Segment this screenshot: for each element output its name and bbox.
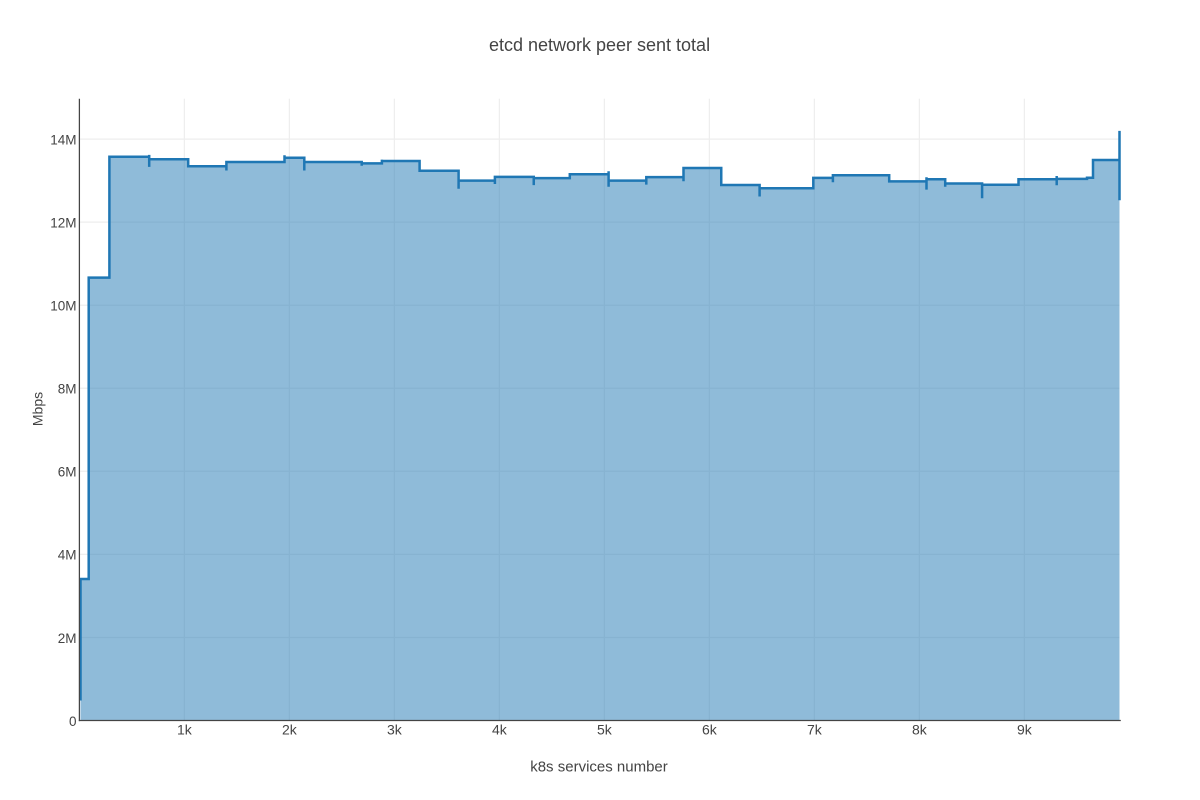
- svg-text:12M: 12M: [50, 215, 76, 230]
- svg-text:2M: 2M: [58, 631, 77, 646]
- svg-text:8k: 8k: [912, 722, 928, 738]
- svg-text:10M: 10M: [50, 299, 76, 314]
- svg-text:6M: 6M: [58, 465, 77, 480]
- svg-text:Mbps: Mbps: [30, 392, 46, 426]
- svg-text:k8s services number: k8s services number: [530, 759, 668, 776]
- svg-text:2k: 2k: [282, 722, 298, 738]
- svg-text:6k: 6k: [702, 722, 718, 738]
- svg-text:3k: 3k: [387, 722, 403, 738]
- svg-text:9k: 9k: [1017, 722, 1033, 738]
- svg-text:4k: 4k: [492, 722, 508, 738]
- svg-text:7k: 7k: [807, 722, 823, 738]
- svg-text:etcd network peer sent total: etcd network peer sent total: [489, 35, 710, 55]
- svg-text:8M: 8M: [58, 382, 77, 397]
- svg-text:4M: 4M: [58, 548, 77, 563]
- svg-text:5k: 5k: [597, 722, 613, 738]
- svg-text:1k: 1k: [177, 722, 193, 738]
- svg-text:14M: 14M: [50, 132, 76, 147]
- svg-text:0: 0: [69, 714, 77, 729]
